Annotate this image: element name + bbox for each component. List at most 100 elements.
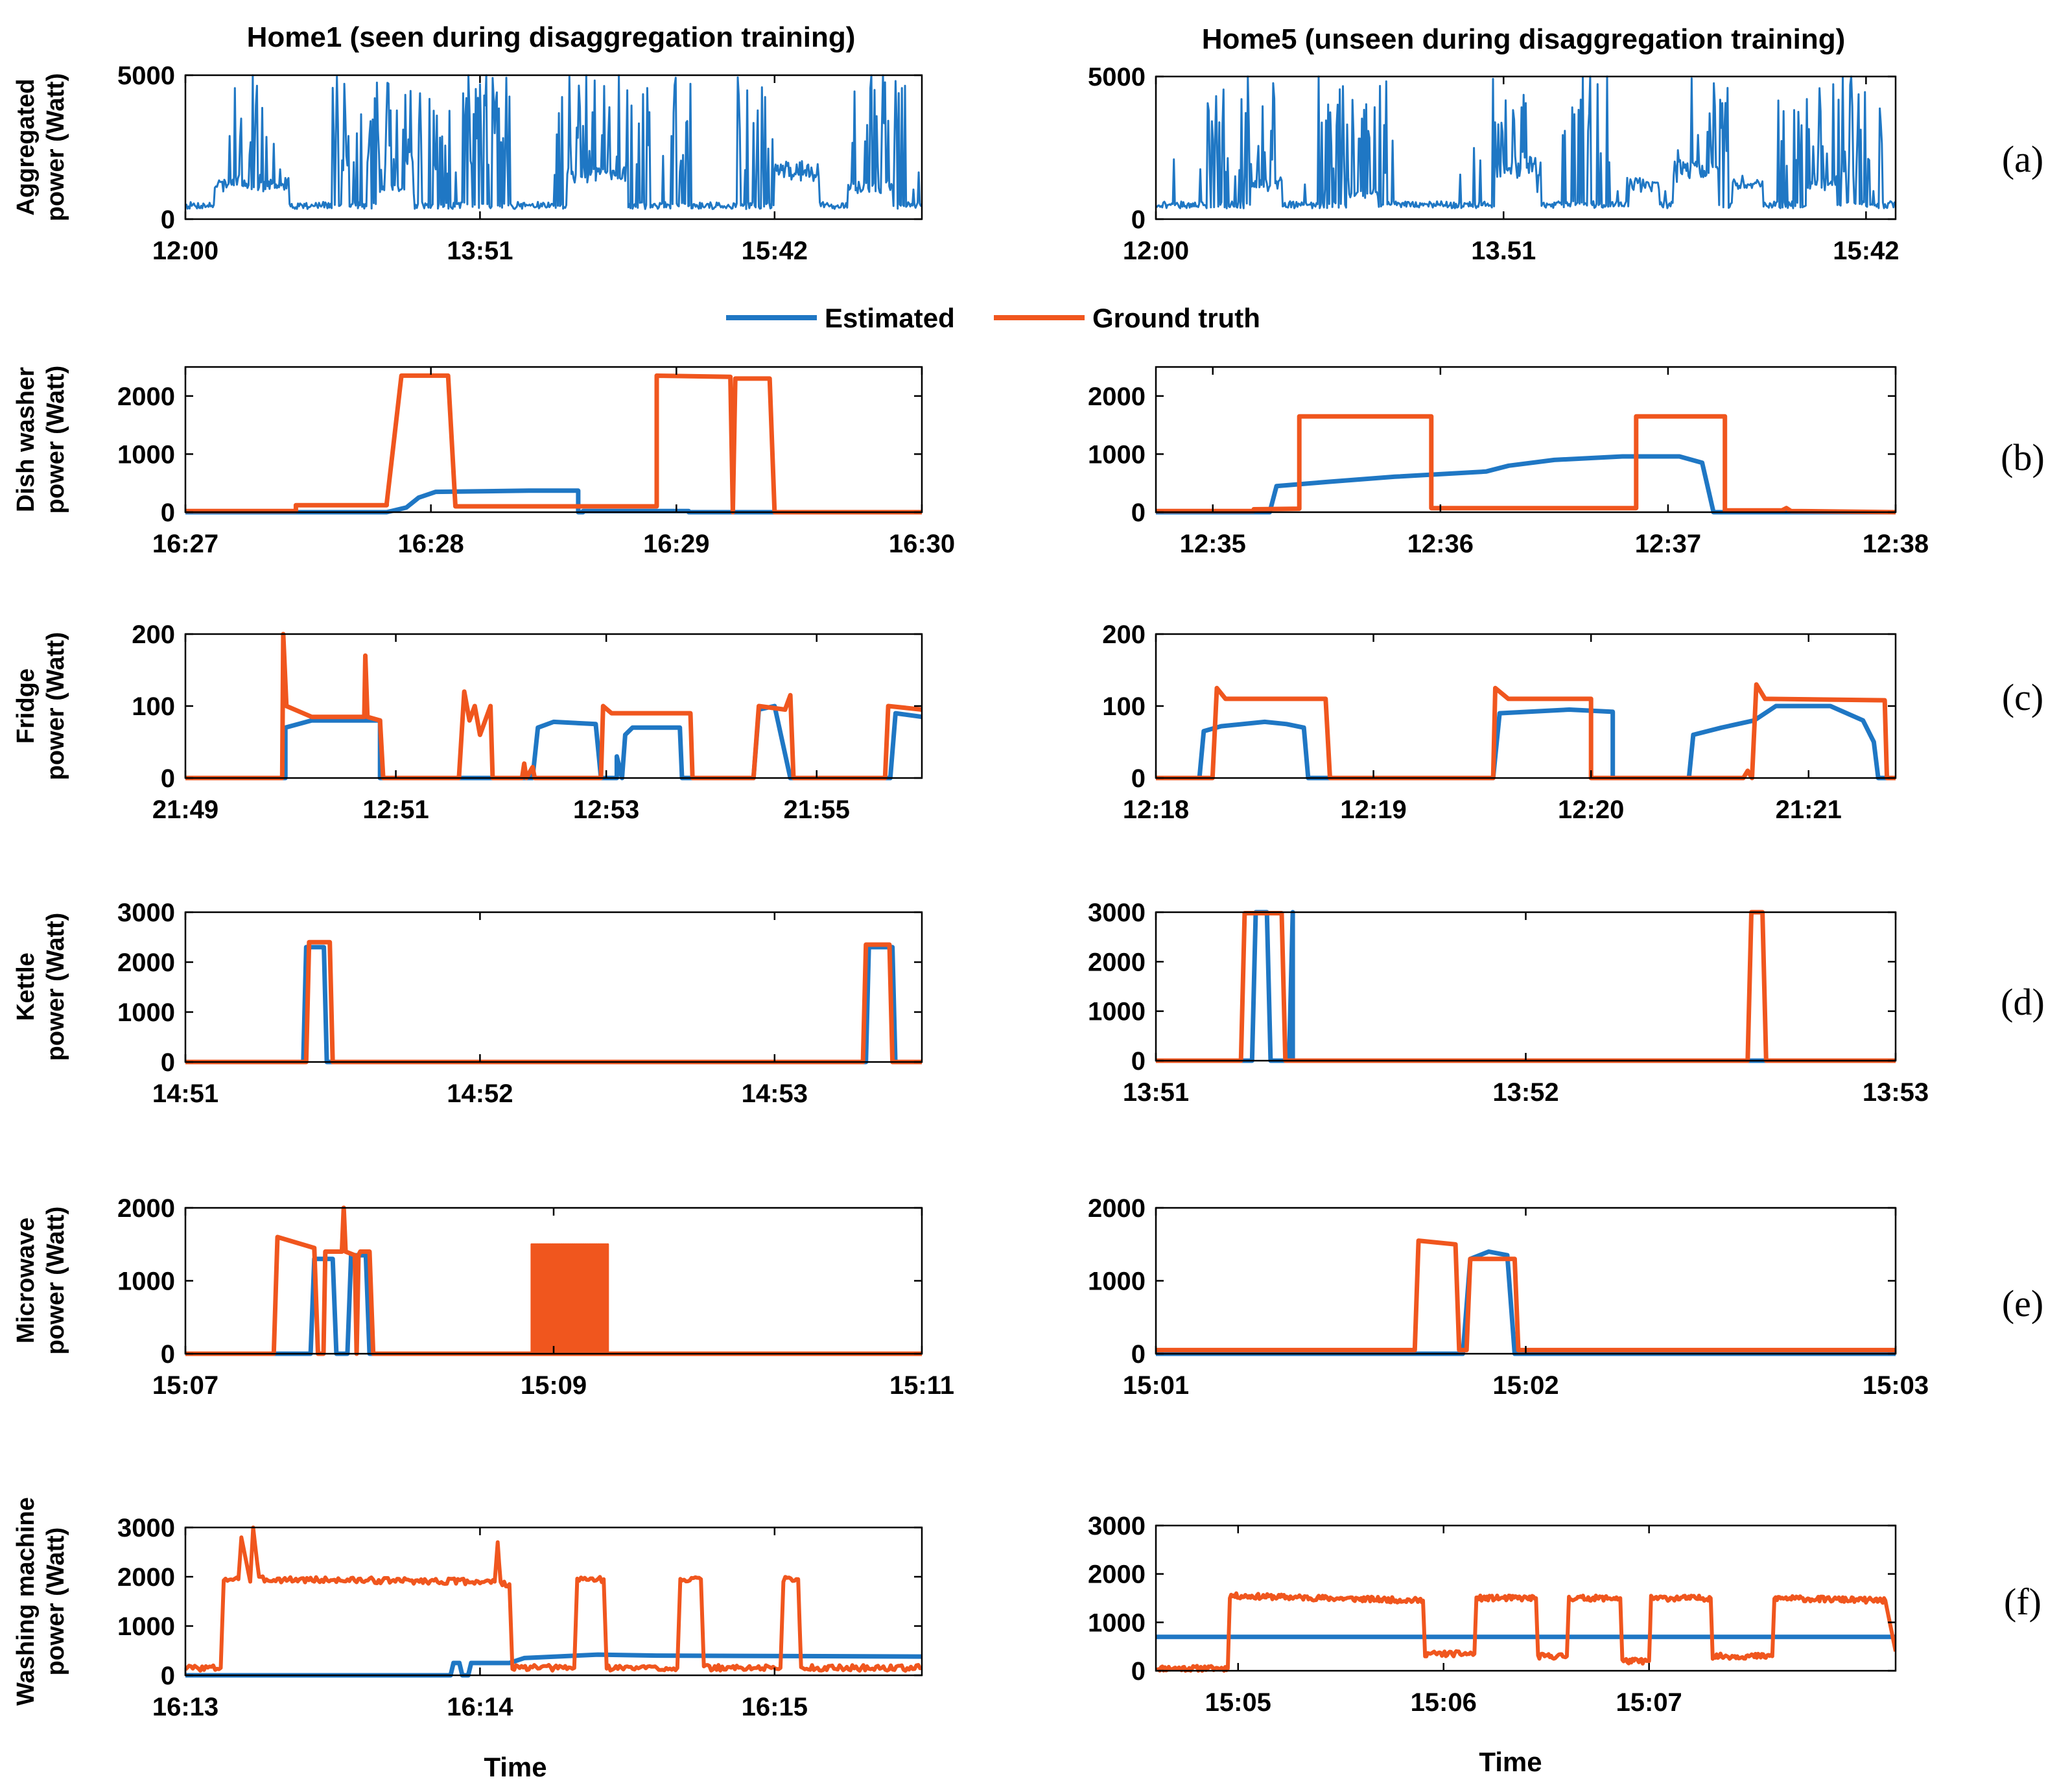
panel-letter: (e)	[2002, 1282, 2043, 1325]
x-tick-label: 12:37	[1635, 530, 1701, 558]
x-tick-label: 12:20	[1558, 796, 1624, 824]
series-ground-truth	[1156, 1238, 1896, 1352]
panel-letter: (a)	[2002, 138, 2043, 180]
series-estimated	[1156, 1249, 1896, 1356]
series-ground-truth	[1156, 682, 1896, 781]
plot-frame	[184, 911, 923, 1063]
y-tick-label: 0	[1131, 499, 1146, 527]
series-group	[1156, 910, 1896, 1063]
y-tick-label: 2000	[117, 1563, 175, 1592]
x-tick-label: 12:19	[1340, 796, 1406, 824]
x-tick-label: 15:05	[1205, 1688, 1271, 1717]
chart-panel-a-left: 0 5000 12:00 13:51 15:42 Aggregated power (Wat…	[12, 62, 2043, 265]
series-estimated	[185, 945, 922, 1065]
chart-panel-d-left: 0 1000 2000 3000 14:51 14:52 14:53 Kettle power …	[12, 899, 2045, 1108]
series-ground-truth	[185, 939, 922, 1065]
x-tick-label: 15:03	[1863, 1371, 1929, 1400]
series-group	[185, 373, 922, 515]
y-tick-label: 5000	[1088, 63, 1146, 91]
y-tick-label: 200	[1102, 620, 1146, 649]
series-group	[1156, 414, 1896, 515]
chart-panel-b-left: 0 1000 2000 16:27 16:28 16:29 16:30 Dish washer…	[12, 366, 2045, 558]
x-tick-label: 14:52	[447, 1079, 513, 1108]
x-tick-label: 12:18	[1123, 796, 1189, 824]
series-group	[1156, 1238, 1896, 1356]
chart-panel-f-left: 0 1000 2000 3000 16:13 16:14 16:15 Washing mach…	[12, 1497, 2041, 1721]
x-tick-label: 15:42	[1833, 237, 1899, 265]
series-aggregated	[1156, 75, 1896, 209]
y-axis-label: Microwave	[12, 1218, 40, 1343]
plot-frame	[184, 366, 923, 513]
chart-panel-b-right: 0 1000 2000 12:35 12:36 12:37 12:38	[1088, 366, 1929, 558]
x-tick-label: 16:29	[643, 530, 709, 558]
series-ground-truth-burst	[530, 1243, 609, 1355]
series-group	[185, 1526, 922, 1678]
series-estimated	[1156, 703, 1896, 781]
x-tick-label: 15:07	[152, 1371, 218, 1400]
x-tick-label: 15:42	[742, 237, 808, 265]
series-group	[1156, 75, 1896, 209]
right-x-axis-label: Time	[1479, 1747, 1542, 1777]
x-tick-label: 12:00	[1123, 237, 1189, 265]
y-tick-label: 0	[1131, 1047, 1146, 1076]
y-axis-label: power (Watt)	[42, 632, 69, 781]
y-tick-label: 1000	[1088, 1267, 1146, 1296]
plot-frame	[1155, 366, 1897, 513]
x-tick-label: 15:11	[889, 1371, 954, 1400]
y-tick-label: 3000	[1088, 1512, 1146, 1540]
x-tick-label: 21:49	[152, 796, 218, 824]
y-tick-label: 1000	[1088, 998, 1146, 1026]
x-tick-label: 13:51	[447, 237, 513, 265]
series-group	[185, 631, 922, 781]
x-tick-label: 16:27	[152, 530, 218, 558]
y-tick-label: 2000	[1088, 1561, 1146, 1589]
chart-panel-e-right: 0 1000 2000 15:01 15:02 15:03	[1088, 1194, 1929, 1400]
plot-frame	[184, 633, 923, 779]
y-tick-label: 2000	[1088, 948, 1146, 976]
x-tick-label: 16:15	[742, 1693, 808, 1721]
y-tick-label: 0	[161, 1662, 175, 1690]
right-column-title: Home5 (unseen during disaggregation trai…	[1202, 23, 1846, 55]
series-group	[185, 1205, 922, 1356]
y-axis-label: Washing machine	[12, 1497, 40, 1706]
y-tick-label: 1000	[117, 1612, 175, 1641]
plot-frame	[1155, 1207, 1897, 1355]
legend-estimated-label: Estimated	[825, 303, 955, 333]
y-tick-label: 100	[132, 692, 175, 721]
y-tick-label: 0	[1131, 206, 1146, 234]
panel-letter: (f)	[2004, 1581, 2041, 1623]
y-tick-label: 1000	[117, 1267, 175, 1296]
y-tick-label: 0	[161, 499, 175, 527]
y-axis-label: power (Watt)	[42, 913, 69, 1061]
y-axis-label: Dish washer	[12, 367, 40, 512]
x-tick-label: 16:28	[398, 530, 464, 558]
series-group	[185, 74, 922, 210]
left-x-axis-label: Time	[484, 1752, 547, 1782]
chart-panel-c-left: 0 100 200 21:49 12:51 12:53 21:55 Fridge power (…	[12, 620, 2043, 824]
legend-ground-truth-label: Ground truth	[1092, 303, 1260, 333]
series-group	[185, 939, 922, 1065]
x-tick-label: 13.51	[1471, 237, 1536, 265]
series-aggregated	[185, 74, 922, 210]
y-tick-label: 1000	[117, 998, 175, 1027]
y-tick-label: 2000	[117, 1194, 175, 1223]
panel-letter: (d)	[2001, 981, 2045, 1023]
y-tick-label: 0	[1131, 764, 1146, 793]
y-axis-label: power (Watt)	[42, 366, 69, 514]
y-axis-label: power (Watt)	[42, 1207, 69, 1355]
panel-letter: (b)	[2001, 436, 2045, 478]
x-tick-label: 12:35	[1180, 530, 1246, 558]
y-axis-label: power (Watt)	[42, 1527, 69, 1676]
chart-panel-e-left: 0 1000 2000 15:07 15:09 15:11 Microwave power (…	[12, 1194, 2043, 1400]
x-tick-label: 13:53	[1863, 1078, 1929, 1107]
x-tick-label: 14:53	[742, 1079, 808, 1108]
legend: Estimated Ground truth	[726, 303, 1260, 333]
chart-panel-f-right: 0 1000 2000 3000 15:05 15:06 15:07	[1088, 1512, 1897, 1717]
y-tick-label: 200	[132, 620, 175, 649]
series-estimated	[185, 488, 922, 515]
plot-frame	[1155, 75, 1897, 220]
y-tick-label: 1000	[117, 440, 175, 469]
series-estimated	[185, 703, 922, 781]
y-axis-label: Fridge	[12, 668, 40, 744]
y-tick-label: 0	[1131, 1657, 1146, 1686]
